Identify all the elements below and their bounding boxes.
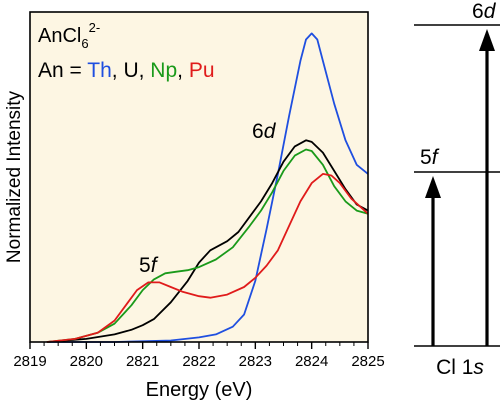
arrow-to-6d-head [479, 29, 495, 51]
legend-item-np: Np [150, 59, 177, 82]
plot-background [30, 12, 368, 342]
energy-level-diagram: 6d 5f Cl 1s [414, 0, 500, 379]
x-tick-label: 2824 [295, 353, 328, 370]
legend-item-pu: Pu [189, 59, 215, 82]
series-line-pu [46, 172, 369, 343]
x-axis-label: Energy (eV) [146, 379, 253, 401]
legend-prefix: An = [38, 59, 87, 82]
arrow-to-5f-head [425, 176, 441, 198]
legend-item-u: U [123, 59, 138, 82]
x-tick-label: 2825 [351, 353, 384, 370]
x-axis: 2819 2820 2821 2822 2823 2824 2825 [13, 342, 385, 370]
x-tick-label: 2821 [126, 353, 159, 370]
annotation-5f: 5f [139, 254, 159, 277]
x-tick-label: 2823 [239, 353, 272, 370]
annotation-6d: 6d [252, 120, 277, 143]
y-axis-label: Normalized Intensity [4, 90, 25, 263]
legend-item-th: Th [87, 59, 112, 82]
series-line-th [46, 32, 369, 343]
series-line-np [46, 148, 369, 343]
x-tick-label: 2820 [70, 353, 103, 370]
x-tick-label: 2822 [182, 353, 215, 370]
series-line-u [46, 139, 369, 343]
origin-label-cl-1s: Cl 1s [436, 356, 484, 379]
legend-formula: AnCl62- [38, 20, 100, 51]
level-label-5f: 5f [420, 146, 440, 169]
legend-series-list: An = Th, U, Np, Pu [38, 59, 215, 82]
x-tick-label: 2819 [13, 353, 46, 370]
data-lines [46, 32, 369, 343]
level-label-6d: 6d [472, 0, 497, 23]
